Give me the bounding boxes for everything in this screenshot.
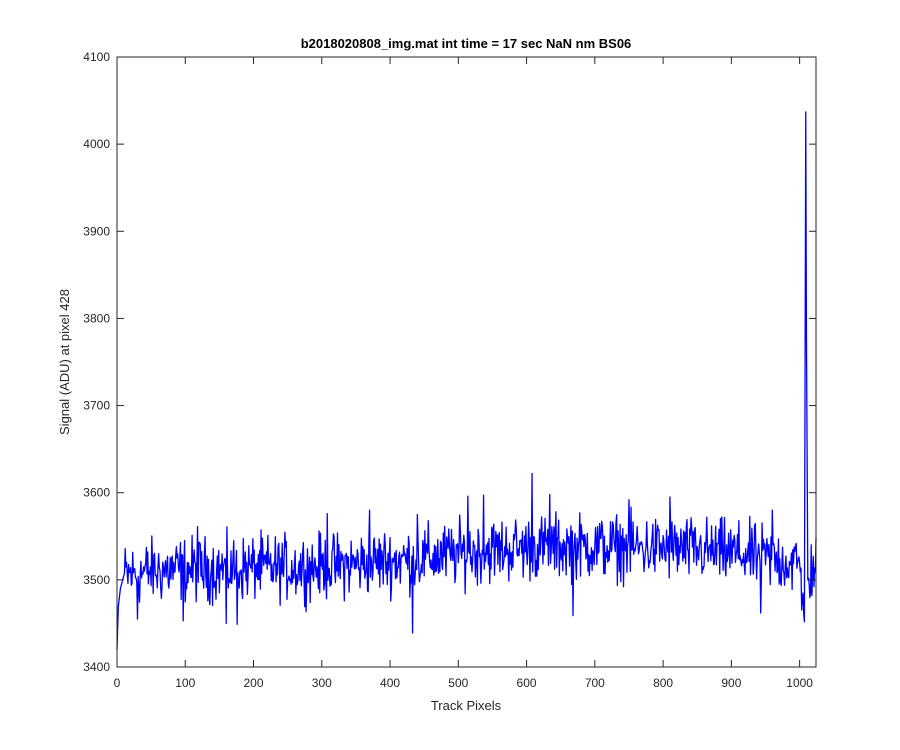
x-tick-label: 0 (114, 676, 121, 690)
y-axis-label: Signal (ADU) at pixel 428 (57, 289, 72, 435)
y-tick-label: 4000 (83, 137, 110, 151)
y-tick-label: 3600 (83, 486, 110, 500)
y-tick-label: 3500 (83, 573, 110, 587)
x-tick-label: 100 (175, 676, 195, 690)
x-tick-label: 400 (380, 676, 400, 690)
y-tick-label: 3700 (83, 399, 110, 413)
ticks-layer: 0 100 200 300 400 500 600 700 800 900 1000 3400 3500… (83, 50, 816, 690)
x-tick-label: 900 (721, 676, 741, 690)
series-layer (116, 111, 817, 650)
plot-area-frame (116, 56, 817, 668)
y-tick-label: 3400 (83, 660, 110, 674)
chart-title: b2018020808_img.mat int time = 17 sec Na… (301, 36, 632, 51)
y-tick-label: 3900 (83, 224, 110, 238)
x-tick-label: 300 (312, 676, 332, 690)
x-tick-label: 500 (448, 676, 468, 690)
plot-background (117, 57, 816, 667)
x-axis-label: Track Pixels (431, 698, 502, 713)
y-tick-label: 3800 (83, 311, 110, 325)
x-tick-label: 600 (517, 676, 537, 690)
x-tick-label: 700 (585, 676, 605, 690)
x-tick-label: 800 (653, 676, 673, 690)
x-tick-label: 200 (244, 676, 264, 690)
series-line (116, 111, 817, 650)
y-tick-label: 4100 (83, 50, 110, 64)
x-tick-label: 1000 (786, 676, 813, 690)
